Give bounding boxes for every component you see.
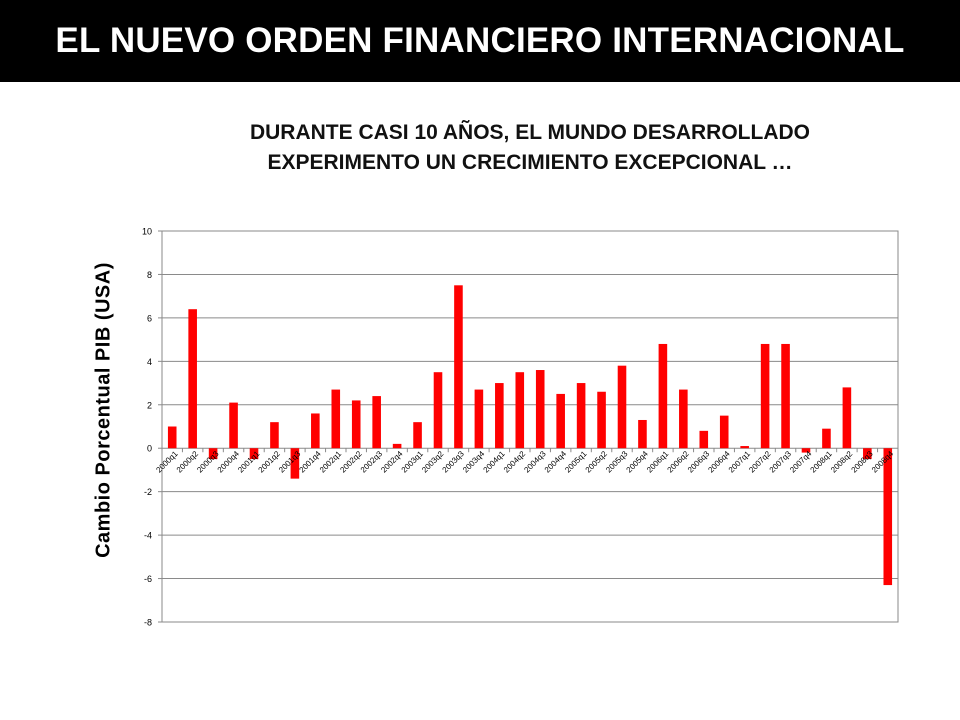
bar [535,370,545,449]
y-tick-label: -8 [144,618,152,628]
bar [597,391,606,449]
bar [515,372,525,449]
bar [433,372,443,449]
subtitle-line-2: EXPERIMENTO UN CRECIMIENTO EXCEPCIONAL … [267,151,793,174]
bar [454,285,463,449]
bar [617,365,627,449]
bar [740,446,749,449]
bar [679,389,688,449]
y-tick-label: -6 [144,574,152,584]
bar [270,422,279,449]
bar [372,396,381,449]
bar [822,428,831,449]
bar [392,443,402,449]
slide-subtitle: DURANTE CASI 10 AÑOS, EL MUNDO DESARROLL… [150,118,910,178]
bar [576,383,586,449]
bar [229,402,238,449]
bar [781,343,790,449]
y-tick-label: 4 [147,357,152,367]
bar [290,448,300,479]
bar [331,389,341,449]
bar [842,387,852,449]
bar [719,415,729,449]
y-tick-label: -2 [144,487,152,497]
bar [351,400,361,449]
bar [801,448,811,453]
title-bar: EL NUEVO ORDEN FINANCIERO INTERNACIONAL [0,0,960,82]
bar [863,448,872,460]
y-tick-label: -4 [144,531,152,541]
bar [249,448,259,460]
y-tick-label: 2 [147,400,152,410]
bar [699,430,709,449]
bar [760,343,770,449]
bar [658,343,668,449]
bar [474,389,484,449]
y-tick-label: 0 [147,444,152,454]
bar [167,426,177,449]
bar [311,413,320,449]
bar [556,393,565,449]
bar [208,448,218,460]
bar [495,383,504,449]
y-tick-label: 6 [147,313,152,323]
bar [638,419,647,449]
slide-title: EL NUEVO ORDEN FINANCIERO INTERNACIONAL [55,21,905,60]
y-tick-label: 10 [142,227,152,237]
bar [413,422,422,449]
bar [883,448,893,586]
y-tick-label: 8 [147,270,152,280]
subtitle-line-1: DURANTE CASI 10 AÑOS, EL MUNDO DESARROLL… [249,121,811,144]
bar [188,309,197,449]
